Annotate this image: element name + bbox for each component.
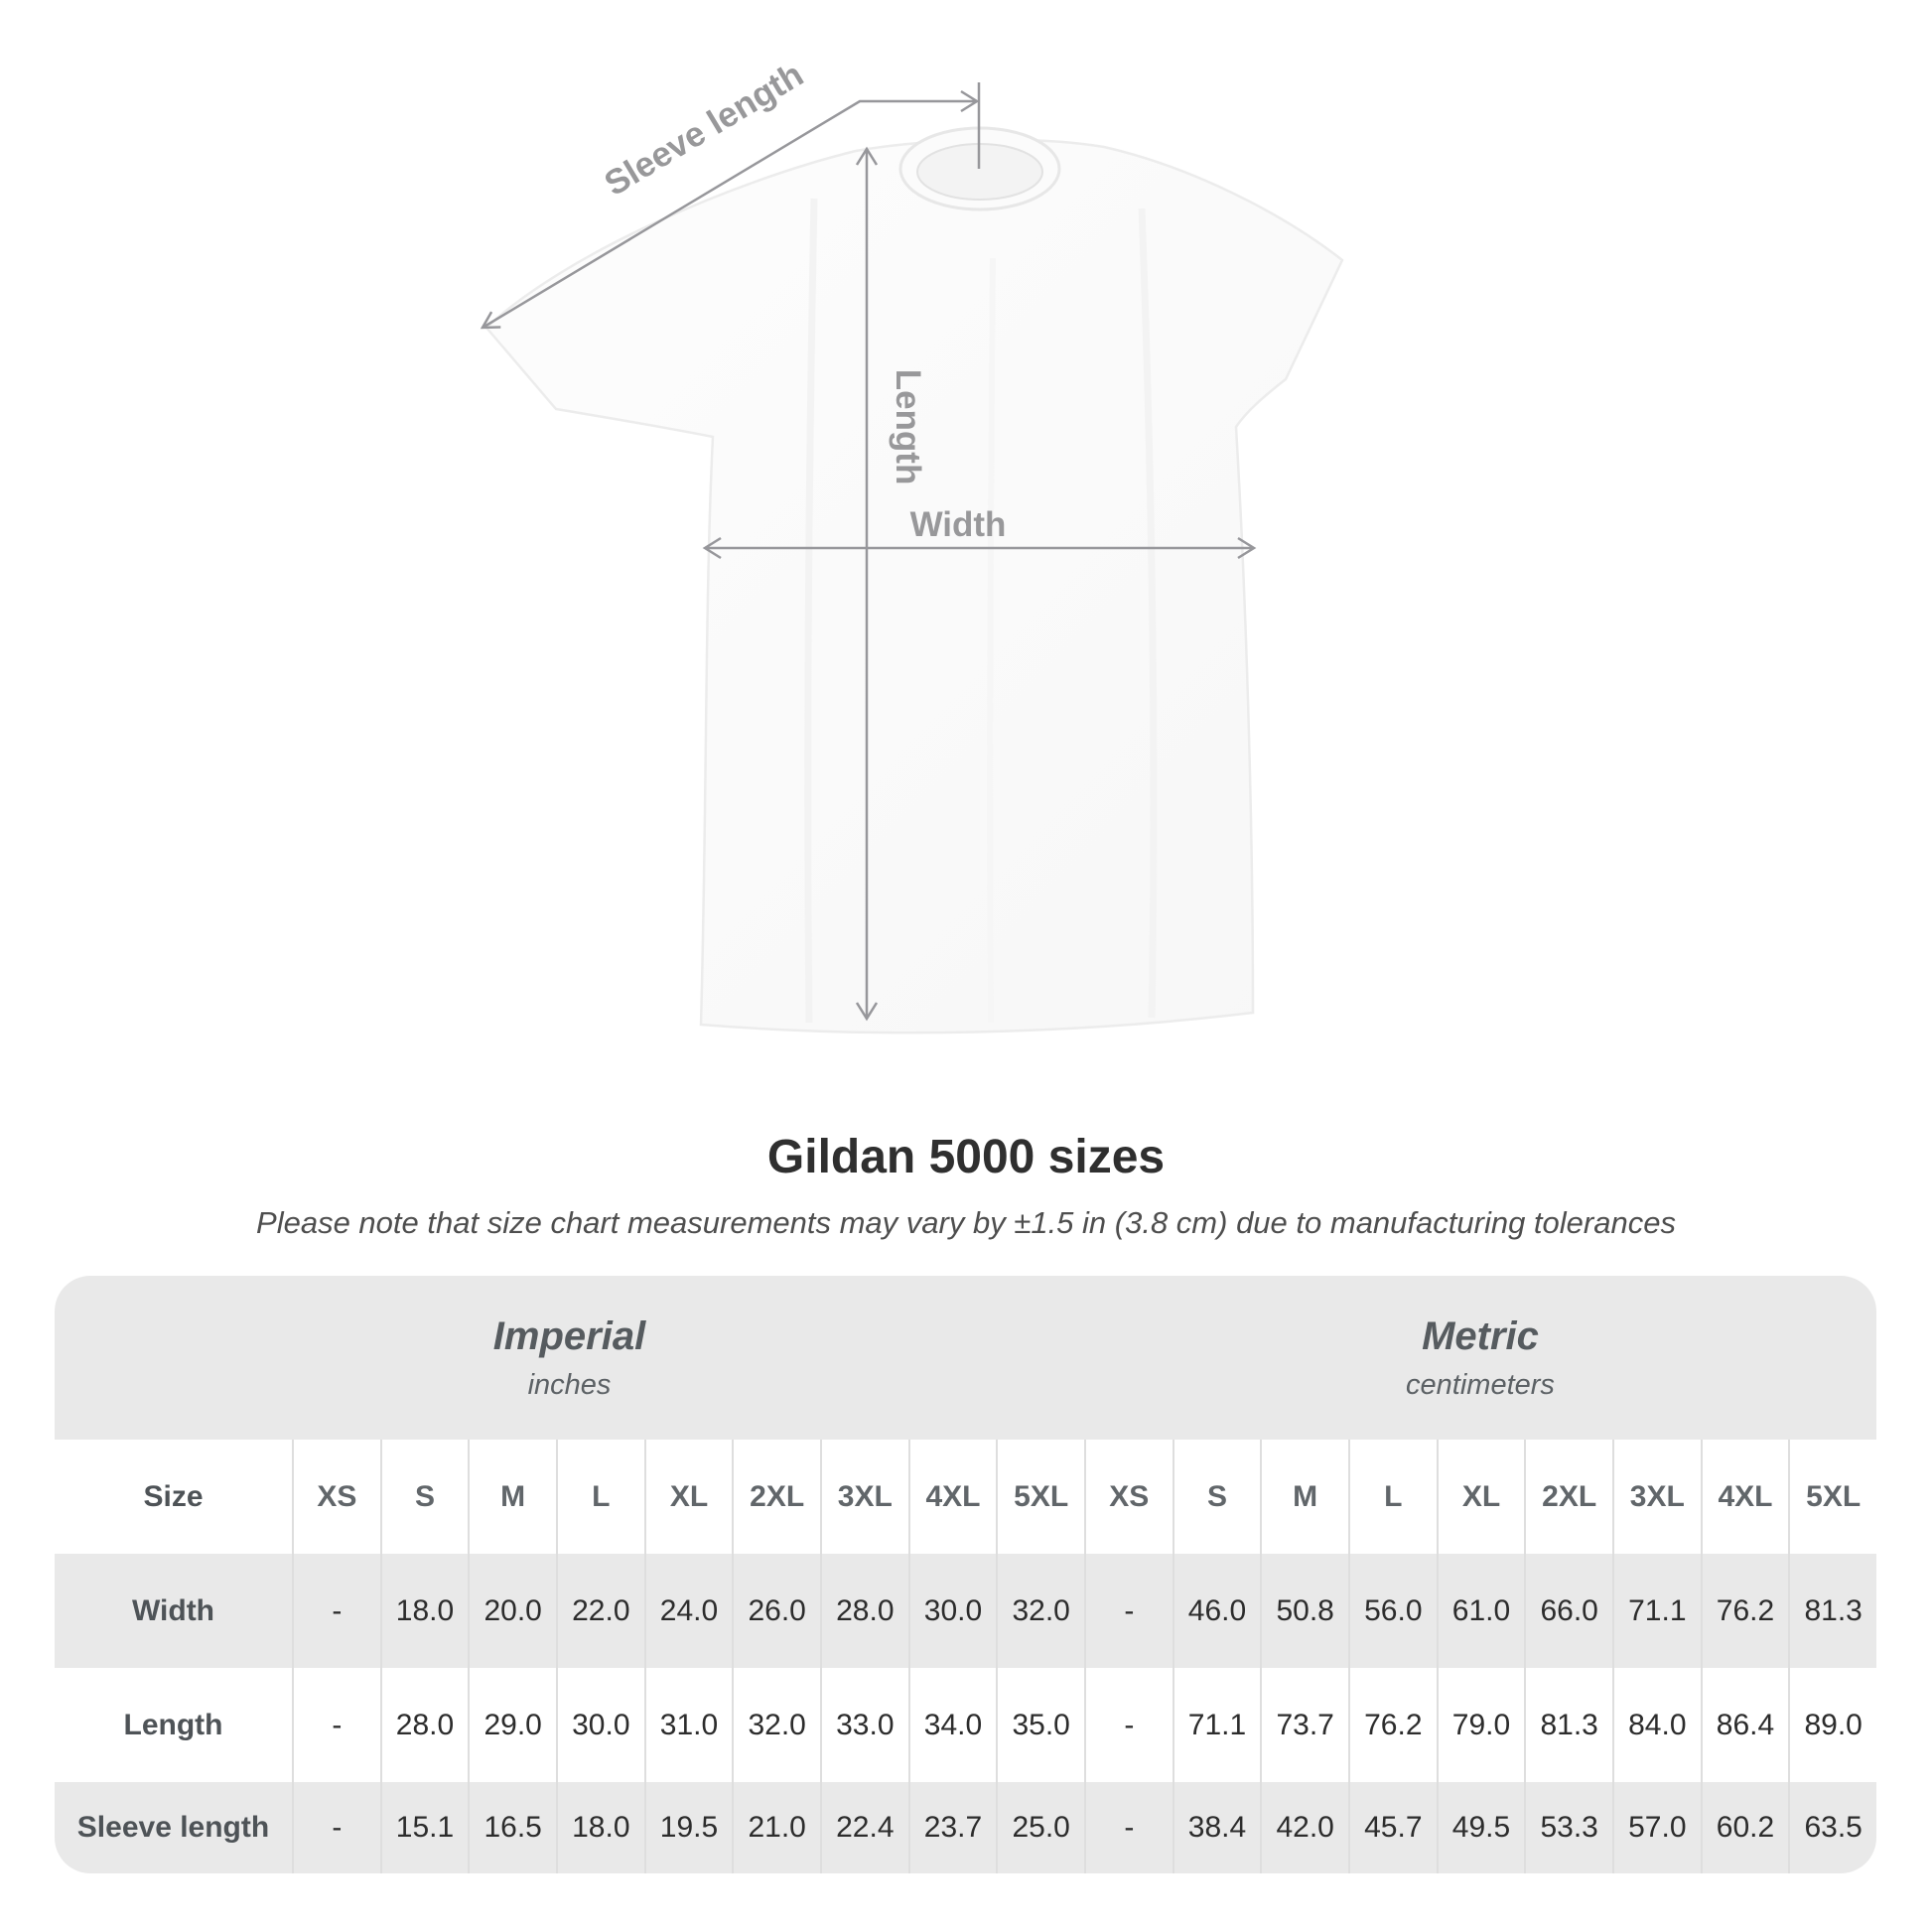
imperial-value-cell: 16.5 xyxy=(468,1782,556,1873)
metric-value-cell: 84.0 xyxy=(1611,1668,1701,1782)
imperial-size-header: XS xyxy=(292,1440,380,1554)
metric-size-header: L xyxy=(1347,1440,1437,1554)
metric-value-cell: 50.8 xyxy=(1260,1554,1348,1668)
metric-value-cell: - xyxy=(1083,1554,1173,1668)
imperial-value-cell: 15.1 xyxy=(379,1782,469,1873)
metric-size-header: 2XL xyxy=(1524,1440,1612,1554)
metric-value-cell: 79.0 xyxy=(1436,1668,1525,1782)
metric-value-cell: 42.0 xyxy=(1260,1782,1348,1873)
size-table: Imperial inches Metric centimeters Size X… xyxy=(55,1276,1876,1873)
metric-size-header: S xyxy=(1172,1440,1261,1554)
metric-value-cell: 46.0 xyxy=(1172,1554,1261,1668)
imperial-size-header: 3XL xyxy=(819,1440,908,1554)
row-label: Length xyxy=(55,1668,292,1782)
imperial-value-cell: 20.0 xyxy=(468,1554,556,1668)
imperial-value-cell: 22.0 xyxy=(555,1554,644,1668)
page-title: Gildan 5000 sizes xyxy=(766,1131,1166,1183)
row-label: Width xyxy=(131,1593,215,1627)
width-arrow xyxy=(702,536,1257,560)
metric-value-cell: 81.3 xyxy=(1788,1554,1876,1668)
metric-section-header: Metric centimeters xyxy=(1084,1276,1876,1440)
imperial-value-cell: 33.0 xyxy=(819,1668,908,1782)
metric-value-cell: 57.0 xyxy=(1611,1782,1701,1873)
imperial-value-cell: 28.0 xyxy=(819,1554,908,1668)
metric-size-header: 3XL xyxy=(1611,1440,1701,1554)
size-column-header: Size xyxy=(55,1440,292,1554)
metric-value-cell: 60.2 xyxy=(1700,1782,1789,1873)
imperial-size-header: 4XL xyxy=(907,1440,997,1554)
imperial-size-header: 5XL xyxy=(996,1440,1084,1554)
metric-value-cell: 53.3 xyxy=(1524,1782,1612,1873)
imperial-value-cell: 35.0 xyxy=(996,1668,1084,1782)
imperial-value-cell: 24.0 xyxy=(643,1554,733,1668)
metric-value-cell: 71.1 xyxy=(1611,1554,1701,1668)
metric-value-cell: 86.4 xyxy=(1700,1668,1789,1782)
metric-unit: centimeters xyxy=(1406,1368,1555,1401)
imperial-value-cell: 21.0 xyxy=(732,1782,820,1873)
length-arrow xyxy=(855,146,879,1022)
length-label: Length xyxy=(889,369,927,485)
tshirt-measurement-diagram: Sleeve length Length Width xyxy=(480,55,1344,1035)
imperial-value-cell: 25.0 xyxy=(996,1782,1084,1873)
metric-value-cell: 81.3 xyxy=(1524,1668,1612,1782)
metric-title: Metric xyxy=(1422,1313,1539,1358)
imperial-value-cell: 23.7 xyxy=(907,1782,997,1873)
imperial-value-cell: 29.0 xyxy=(468,1668,556,1782)
metric-value-cell: 89.0 xyxy=(1788,1668,1876,1782)
imperial-section-header: Imperial inches xyxy=(55,1276,1084,1440)
tolerance-note: Please note that size chart measurements… xyxy=(256,1205,1676,1240)
imperial-value-cell: 30.0 xyxy=(907,1554,997,1668)
imperial-value-cell: 18.0 xyxy=(379,1554,469,1668)
metric-value-cell: 73.7 xyxy=(1260,1668,1348,1782)
metric-size-header: M xyxy=(1260,1440,1348,1554)
metric-value-cell: 56.0 xyxy=(1347,1554,1437,1668)
metric-value-cell: 63.5 xyxy=(1788,1782,1876,1873)
imperial-value-cell: 19.5 xyxy=(643,1782,733,1873)
metric-value-cell: 38.4 xyxy=(1172,1782,1261,1873)
imperial-value-cell: - xyxy=(292,1782,380,1873)
imperial-value-cell: 28.0 xyxy=(379,1668,469,1782)
imperial-value-cell: 31.0 xyxy=(643,1668,733,1782)
imperial-size-header: 2XL xyxy=(732,1440,820,1554)
imperial-value-cell: 22.4 xyxy=(819,1782,908,1873)
imperial-value-cell: 18.0 xyxy=(555,1782,644,1873)
metric-value-cell: 71.1 xyxy=(1172,1668,1261,1782)
metric-size-header: 4XL xyxy=(1700,1440,1789,1554)
sleeve-length-arrow xyxy=(480,82,981,330)
metric-value-cell: 76.2 xyxy=(1700,1554,1789,1668)
metric-size-header: XS xyxy=(1083,1440,1173,1554)
row-label: Sleeve length xyxy=(76,1811,270,1844)
imperial-unit: inches xyxy=(527,1368,612,1401)
imperial-value-cell: - xyxy=(292,1668,380,1782)
imperial-value-cell: 32.0 xyxy=(996,1554,1084,1668)
metric-value-cell: 61.0 xyxy=(1436,1554,1525,1668)
width-label: Width xyxy=(910,505,1007,544)
imperial-value-cell: - xyxy=(292,1554,380,1668)
metric-value-cell: 66.0 xyxy=(1524,1554,1612,1668)
metric-value-cell: 49.5 xyxy=(1436,1782,1525,1873)
metric-value-cell: - xyxy=(1083,1668,1173,1782)
imperial-size-header: XL xyxy=(643,1440,733,1554)
tshirt-illustration xyxy=(484,126,1344,1035)
imperial-value-cell: 34.0 xyxy=(907,1668,997,1782)
metric-value-cell: 45.7 xyxy=(1347,1782,1437,1873)
imperial-size-header: M xyxy=(468,1440,556,1554)
imperial-title: Imperial xyxy=(492,1313,646,1358)
metric-value-cell: - xyxy=(1083,1782,1173,1873)
imperial-size-header: S xyxy=(379,1440,469,1554)
metric-size-header: 5XL xyxy=(1788,1440,1876,1554)
imperial-value-cell: 26.0 xyxy=(732,1554,820,1668)
metric-size-header: XL xyxy=(1436,1440,1525,1554)
metric-value-cell: 76.2 xyxy=(1347,1668,1437,1782)
imperial-size-header: L xyxy=(555,1440,644,1554)
imperial-value-cell: 30.0 xyxy=(555,1668,644,1782)
imperial-value-cell: 32.0 xyxy=(732,1668,820,1782)
